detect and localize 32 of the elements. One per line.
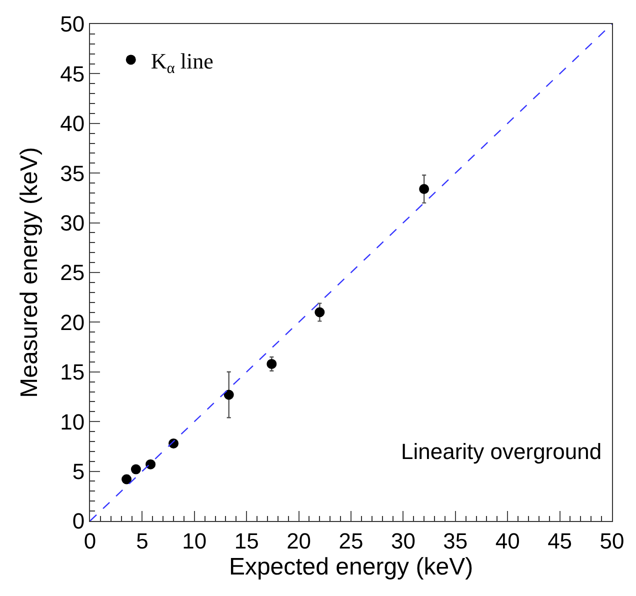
point xyxy=(266,358,277,369)
point xyxy=(130,464,141,474)
x-tick-label: 50 xyxy=(600,528,624,554)
x-tick-label: 20 xyxy=(286,528,312,554)
legend-label: K$_{α}$ line xyxy=(150,48,214,77)
x-tick-label: 25 xyxy=(338,528,364,554)
y-tick-label: 50 xyxy=(60,12,85,37)
y-tick-label: 30 xyxy=(60,210,85,236)
point xyxy=(122,474,132,484)
x-tick-label: 5 xyxy=(136,528,148,554)
y-axis-title: Measured energy (keV) xyxy=(16,147,44,398)
point xyxy=(224,390,234,400)
x-tick-label: 15 xyxy=(234,528,259,554)
y-tick-label: 20 xyxy=(60,310,85,335)
annotation: Linearity overground xyxy=(401,439,602,464)
y-tick-label: 10 xyxy=(60,409,85,434)
y-tick-label: 35 xyxy=(60,160,85,186)
x-axis-title: Expected energy (keV) xyxy=(228,553,474,580)
x-tick-label: 40 xyxy=(495,528,520,554)
x-tick-label: 10 xyxy=(182,528,207,554)
y-tick-label: 15 xyxy=(60,360,85,385)
y-tick-label: 25 xyxy=(60,260,85,286)
y-tick-label: 45 xyxy=(60,61,85,86)
x-tick-label: 45 xyxy=(548,528,572,554)
y-tick-label: 5 xyxy=(72,459,85,484)
point xyxy=(146,459,156,470)
y-tick-label: 0 xyxy=(72,508,85,534)
point xyxy=(419,184,430,194)
x-tick-label: 35 xyxy=(443,528,468,554)
point xyxy=(314,307,325,318)
y-tick-label: 40 xyxy=(60,111,85,136)
x-tick-label: 30 xyxy=(390,528,416,554)
